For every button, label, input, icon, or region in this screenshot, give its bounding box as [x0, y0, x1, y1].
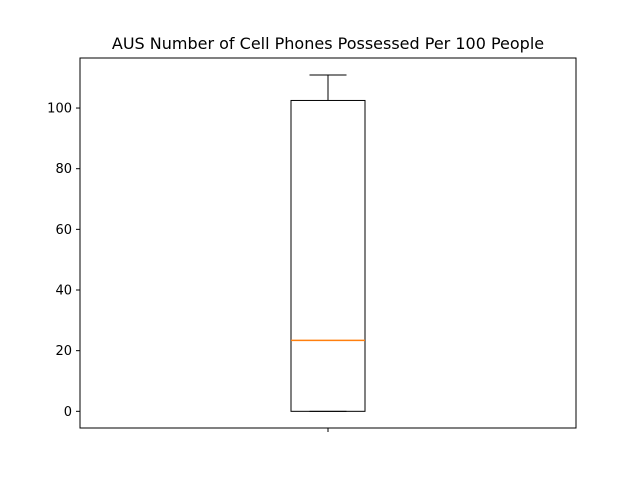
y-tick-label: 40	[55, 284, 72, 299]
chart-title: AUS Number of Cell Phones Possessed Per …	[112, 34, 544, 53]
y-axis: 0 20 40 60 80 100	[47, 102, 80, 420]
plot-marks	[290, 74, 366, 412]
y-tick-label: 100	[47, 102, 72, 117]
y-tick-label: 0	[64, 405, 72, 420]
plot-frame	[79, 57, 577, 429]
y-tick-label: 20	[55, 344, 72, 359]
y-tick-label: 80	[55, 162, 72, 177]
box	[290, 99, 366, 412]
y-tick-label: 60	[55, 223, 72, 238]
